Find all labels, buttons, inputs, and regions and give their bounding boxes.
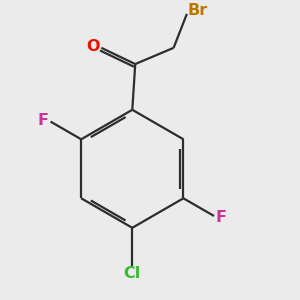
Text: O: O: [86, 39, 100, 54]
Text: F: F: [38, 112, 49, 128]
Text: F: F: [216, 210, 227, 225]
Text: Cl: Cl: [124, 266, 141, 281]
Text: Br: Br: [187, 3, 207, 18]
